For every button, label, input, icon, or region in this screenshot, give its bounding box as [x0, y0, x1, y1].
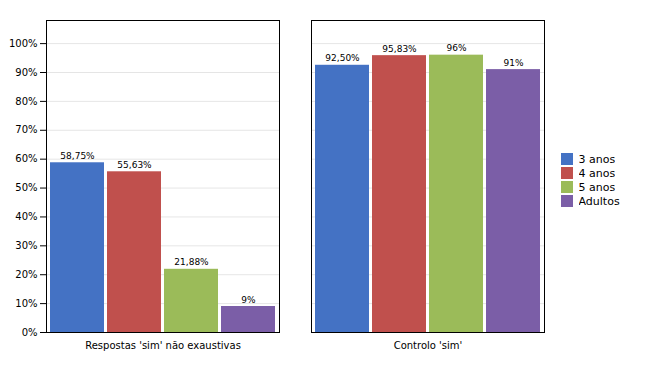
svg-text:9%: 9%	[241, 295, 256, 305]
svg-text:30%: 30%	[15, 240, 37, 251]
svg-text:95,83%: 95,83%	[382, 44, 417, 54]
svg-text:90%: 90%	[15, 67, 37, 78]
svg-text:92,50%: 92,50%	[325, 53, 360, 63]
html-text:5 anos: 5 anos	[578, 180, 616, 194]
html-text:3 anos: 3 anos	[578, 152, 616, 166]
svg-text:10%: 10%	[15, 298, 37, 309]
svg-text:60%: 60%	[15, 153, 37, 164]
svg-text:40%: 40%	[15, 211, 37, 222]
html-text:4 anos: 4 anos	[578, 166, 616, 180]
svg-text:58,75%: 58,75%	[60, 151, 95, 161]
svg-text:Controlo 'sim': Controlo 'sim'	[394, 340, 463, 351]
svg-text:55,63%: 55,63%	[117, 160, 152, 170]
svg-text:91%: 91%	[503, 58, 523, 68]
svg-text:20%: 20%	[15, 269, 37, 280]
svg-text:96%: 96%	[446, 43, 466, 53]
svg-text:100%: 100%	[9, 38, 38, 49]
svg-text:70%: 70%	[15, 124, 37, 135]
svg-text:21,88%: 21,88%	[174, 257, 209, 267]
svg-text:0%: 0%	[22, 327, 38, 338]
svg-text:50%: 50%	[15, 182, 37, 193]
svg-text:80%: 80%	[15, 96, 37, 107]
html-text:Adultos: Adultos	[578, 194, 620, 208]
svg-text:Respostas 'sim' não exaustivas: Respostas 'sim' não exaustivas	[85, 340, 241, 351]
